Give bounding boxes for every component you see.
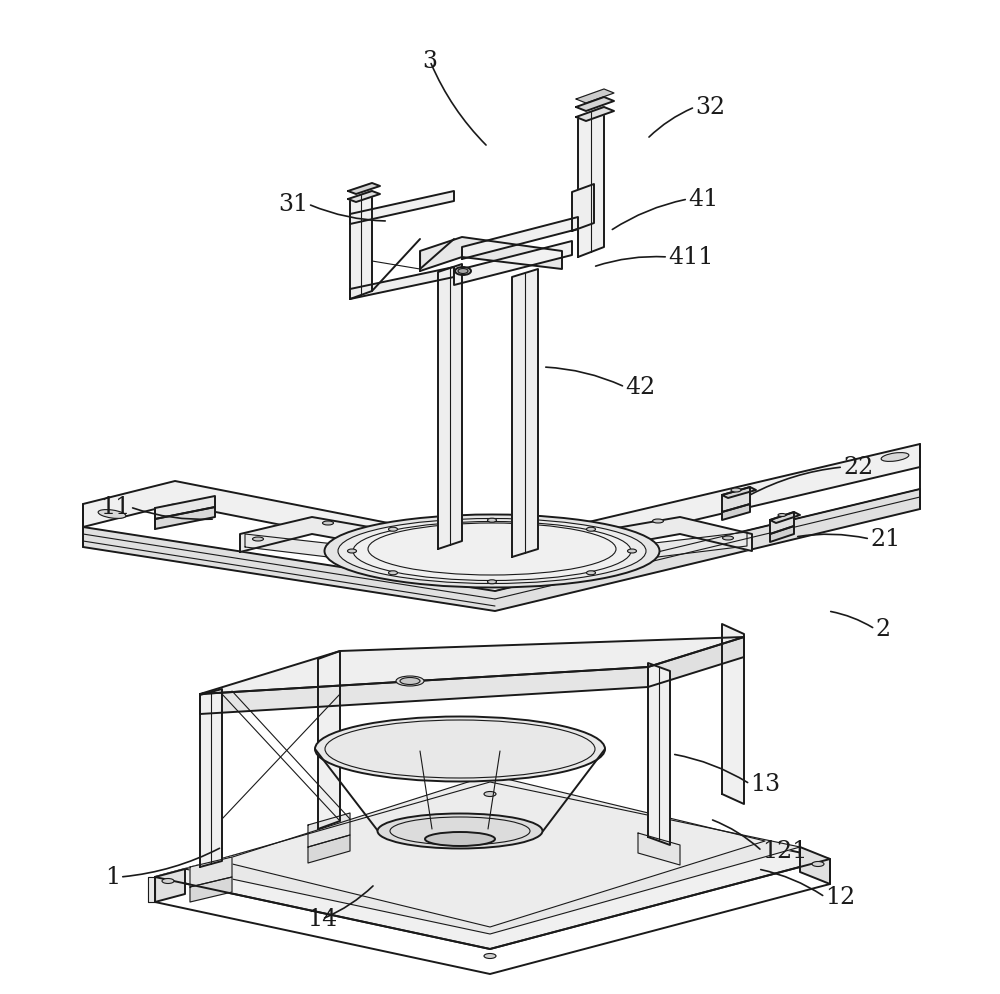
Ellipse shape: [812, 862, 824, 867]
Polygon shape: [770, 513, 794, 535]
Text: 12: 12: [825, 886, 855, 909]
Ellipse shape: [315, 717, 605, 781]
Text: 121: 121: [762, 840, 807, 863]
Ellipse shape: [458, 269, 468, 274]
Polygon shape: [350, 192, 372, 300]
Ellipse shape: [253, 538, 264, 542]
Ellipse shape: [324, 515, 660, 587]
Ellipse shape: [881, 453, 909, 462]
Polygon shape: [576, 97, 614, 112]
Ellipse shape: [353, 522, 631, 580]
Ellipse shape: [425, 832, 495, 846]
Ellipse shape: [488, 580, 497, 584]
Polygon shape: [638, 833, 680, 865]
Polygon shape: [348, 192, 380, 203]
Polygon shape: [348, 184, 380, 195]
Polygon shape: [190, 877, 232, 903]
Ellipse shape: [323, 522, 334, 526]
Text: 14: 14: [307, 908, 337, 930]
Ellipse shape: [484, 953, 496, 958]
Polygon shape: [578, 108, 604, 257]
Ellipse shape: [338, 519, 646, 583]
Ellipse shape: [484, 791, 496, 797]
Polygon shape: [200, 689, 222, 867]
Text: 1: 1: [105, 866, 120, 889]
Polygon shape: [576, 89, 614, 104]
Ellipse shape: [396, 676, 424, 686]
Ellipse shape: [628, 550, 637, 554]
Ellipse shape: [731, 488, 741, 492]
Polygon shape: [512, 269, 538, 558]
Ellipse shape: [778, 514, 786, 517]
Polygon shape: [220, 775, 765, 927]
Text: 42: 42: [625, 376, 655, 400]
Ellipse shape: [348, 550, 357, 554]
Ellipse shape: [455, 267, 471, 275]
Polygon shape: [155, 869, 185, 903]
Polygon shape: [438, 264, 462, 550]
Text: 13: 13: [750, 772, 780, 796]
Polygon shape: [245, 533, 747, 578]
Polygon shape: [454, 242, 572, 285]
Ellipse shape: [389, 528, 398, 532]
Text: 2: 2: [875, 618, 890, 641]
Polygon shape: [155, 508, 215, 530]
Polygon shape: [462, 218, 578, 259]
Text: 22: 22: [843, 456, 873, 479]
Ellipse shape: [586, 572, 595, 576]
Polygon shape: [722, 487, 750, 513]
Ellipse shape: [400, 678, 420, 685]
Polygon shape: [308, 835, 350, 863]
Ellipse shape: [652, 520, 664, 524]
Polygon shape: [240, 518, 752, 568]
Polygon shape: [318, 651, 340, 829]
Polygon shape: [190, 857, 232, 887]
Polygon shape: [572, 185, 594, 232]
Polygon shape: [200, 667, 648, 715]
Polygon shape: [83, 489, 920, 611]
Text: 11: 11: [100, 496, 130, 519]
Text: 21: 21: [870, 528, 900, 551]
Polygon shape: [185, 782, 800, 934]
Polygon shape: [420, 238, 562, 271]
Polygon shape: [722, 624, 744, 804]
Ellipse shape: [98, 510, 126, 519]
Polygon shape: [200, 637, 744, 694]
Ellipse shape: [389, 572, 398, 576]
Polygon shape: [576, 108, 614, 122]
Polygon shape: [350, 192, 454, 225]
Ellipse shape: [586, 528, 595, 532]
Polygon shape: [800, 847, 830, 884]
Ellipse shape: [162, 879, 174, 884]
Polygon shape: [648, 637, 744, 687]
Text: 41: 41: [688, 188, 718, 212]
Ellipse shape: [378, 814, 542, 849]
Ellipse shape: [722, 537, 734, 541]
Polygon shape: [722, 487, 756, 499]
Text: 411: 411: [668, 247, 713, 269]
Polygon shape: [770, 513, 800, 524]
Polygon shape: [83, 444, 920, 568]
Text: 3: 3: [423, 51, 438, 74]
Text: 31: 31: [278, 193, 308, 217]
Text: 32: 32: [695, 96, 725, 119]
Polygon shape: [722, 505, 750, 521]
Polygon shape: [308, 813, 350, 847]
Polygon shape: [155, 496, 215, 520]
Polygon shape: [155, 786, 830, 949]
Polygon shape: [648, 663, 670, 845]
Polygon shape: [148, 877, 155, 903]
Polygon shape: [350, 267, 454, 300]
Ellipse shape: [488, 519, 497, 523]
Polygon shape: [770, 527, 794, 543]
